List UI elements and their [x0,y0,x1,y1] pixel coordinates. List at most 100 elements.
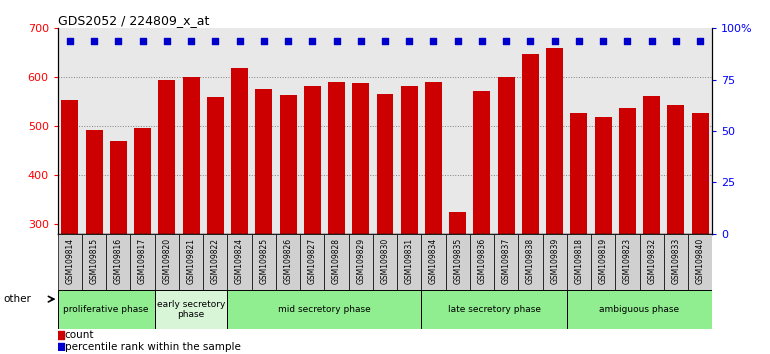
Bar [252,234,276,312]
Bar [691,113,708,234]
Bar [207,97,224,234]
Point [161,38,173,44]
Bar [373,234,397,312]
Text: GSM109814: GSM109814 [65,238,75,284]
Bar [82,234,106,312]
Bar [231,68,248,234]
Point [233,38,246,44]
Text: GSM109822: GSM109822 [211,238,219,284]
Text: GSM109833: GSM109833 [671,238,681,284]
Text: GSM109821: GSM109821 [186,238,196,284]
Bar [664,234,688,312]
Point [427,38,440,44]
Text: late secretory phase: late secretory phase [447,305,541,314]
Bar [155,290,227,329]
Point [262,192,274,198]
Text: GSM109831: GSM109831 [405,238,413,284]
Bar [421,234,446,312]
Text: GSM109830: GSM109830 [380,238,390,284]
Bar [668,104,685,234]
Text: GSM109834: GSM109834 [429,238,438,284]
Point [548,38,561,44]
Bar [571,113,588,234]
Bar [304,86,321,234]
Bar [688,234,712,312]
Bar [449,212,466,234]
Text: GSM109815: GSM109815 [89,238,99,284]
Bar [567,234,591,312]
Bar [110,141,127,234]
Bar [421,290,567,329]
Bar [377,94,393,234]
Point [621,38,634,44]
Text: GSM109836: GSM109836 [477,238,487,284]
Bar [130,234,155,312]
Bar [643,96,660,234]
Bar [567,290,712,329]
Point [524,38,537,44]
Point [330,38,343,44]
Text: GSM109820: GSM109820 [162,238,172,284]
Bar [397,234,421,312]
Point [262,308,274,314]
Text: GSM109828: GSM109828 [332,238,341,284]
Text: GSM109825: GSM109825 [259,238,268,284]
Bar [227,290,421,329]
Point [379,38,391,44]
Point [645,38,658,44]
Bar [522,54,539,234]
Text: GSM109829: GSM109829 [357,238,365,284]
Point [597,38,609,44]
Bar [543,234,567,312]
Point [694,38,706,44]
Text: GSM109835: GSM109835 [454,238,462,284]
Bar [400,86,417,234]
Point [306,38,319,44]
Text: GSM109840: GSM109840 [695,238,705,284]
Text: proliferative phase: proliferative phase [63,305,149,314]
Text: ambiguous phase: ambiguous phase [600,305,680,314]
Point [112,38,125,44]
Bar [328,82,345,234]
Point [136,38,149,44]
Bar [470,234,494,312]
Bar [106,234,130,312]
Text: mid secretory phase: mid secretory phase [278,305,371,314]
Text: percentile rank within the sample: percentile rank within the sample [65,342,240,352]
Text: GSM109839: GSM109839 [551,238,559,284]
Bar [256,89,273,234]
Point [88,38,100,44]
Point [258,38,270,44]
Bar [591,234,615,312]
Point [209,38,222,44]
Bar [227,234,252,312]
Bar [324,234,349,312]
Text: GSM109816: GSM109816 [114,238,123,284]
Bar [446,234,470,312]
Bar [349,234,373,312]
Text: GSM109818: GSM109818 [574,238,584,284]
Text: GSM109819: GSM109819 [598,238,608,284]
Point [451,38,464,44]
Point [64,38,76,44]
Bar [134,127,151,234]
Point [670,38,682,44]
Text: GSM109837: GSM109837 [502,238,511,284]
Text: GSM109826: GSM109826 [283,238,293,284]
Bar [179,234,203,312]
Bar [155,234,179,312]
Bar [640,234,664,312]
Point [476,38,488,44]
Text: GSM109832: GSM109832 [647,238,656,284]
Bar [497,77,514,234]
Text: GSM109838: GSM109838 [526,238,535,284]
Point [355,38,367,44]
Text: GDS2052 / 224809_x_at: GDS2052 / 224809_x_at [58,14,209,27]
Bar [276,234,300,312]
Bar [474,91,490,234]
Text: early secretory
phase: early secretory phase [157,300,226,319]
Bar [619,108,636,234]
Bar [58,290,155,329]
Bar [159,80,176,234]
Bar [353,82,370,234]
